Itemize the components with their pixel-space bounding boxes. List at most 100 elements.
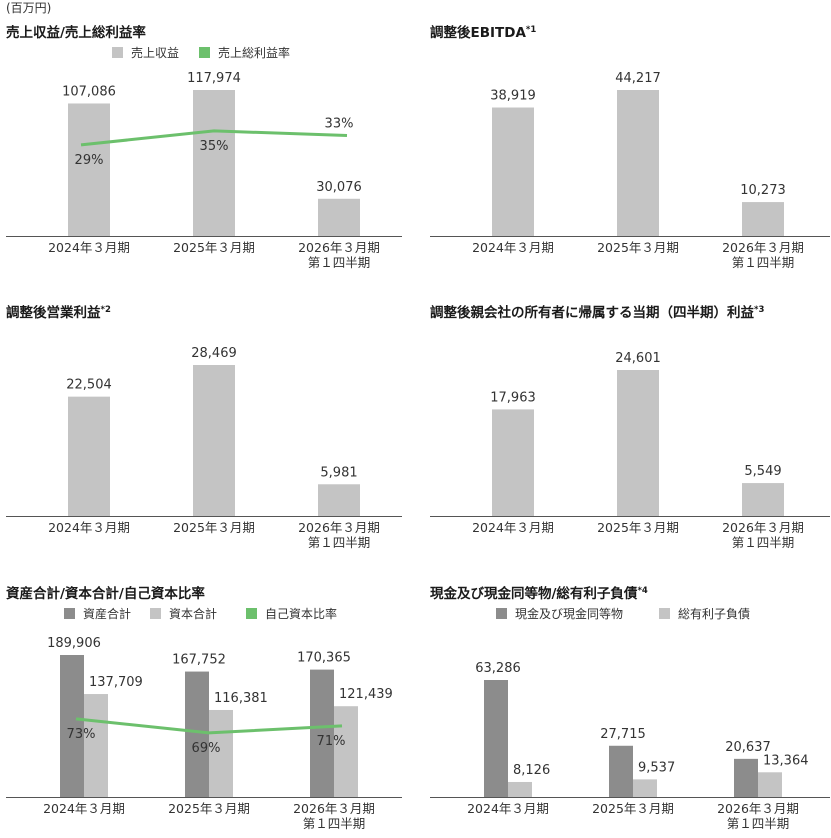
- x-tick-label: 2026年３月期: [722, 520, 804, 535]
- bar: [492, 107, 534, 236]
- bar: [742, 483, 784, 516]
- value-label: 30,076: [316, 180, 362, 195]
- value-label: 24,601: [615, 351, 661, 366]
- legend-swatch: [64, 608, 75, 619]
- chart-2: 調整後EBITDA*1 38,919 44,217 10,273 2024年３月期 202…: [430, 24, 830, 270]
- bar: [633, 779, 657, 797]
- value-label: 28,469: [191, 346, 237, 361]
- bar: [318, 484, 360, 516]
- chart-3: 調整後営業利益*2 22,504 28,469 5,981 2024年３月期 2025年３…: [6, 304, 402, 550]
- value-label: 5,981: [320, 465, 357, 480]
- x-tick-label: 第１四半期: [308, 535, 371, 550]
- value-label: 107,086: [62, 84, 116, 99]
- chart-title: 調整後親会社の所有者に帰属する当期（四半期）利益*3: [430, 304, 764, 321]
- x-tick-label: 2024年３月期: [472, 520, 554, 535]
- legend-label: 売上収益: [131, 45, 179, 60]
- chart-title: 資産合計/資本合計/自己資本比率: [6, 585, 205, 602]
- value-label: 116,381: [214, 691, 268, 706]
- value-label: 38,919: [490, 88, 536, 103]
- value-label: 44,217: [615, 71, 661, 86]
- x-tick-label: 第１四半期: [732, 255, 795, 270]
- bar: [193, 365, 235, 516]
- value-label: 13,364: [763, 753, 809, 768]
- value-label: 27,715: [600, 727, 646, 742]
- x-tick-label: 2026年３月期: [298, 240, 380, 255]
- legend-label: 売上総利益率: [218, 45, 290, 60]
- bar: [193, 90, 235, 236]
- value-label: 10,273: [740, 183, 786, 198]
- x-tick-label: 2024年３月期: [48, 240, 130, 255]
- value-label: 117,974: [187, 71, 241, 86]
- value-label: 8,126: [513, 763, 550, 778]
- x-tick-label: 2025年３月期: [173, 520, 255, 535]
- legend-label: 総有利子負債: [678, 606, 750, 621]
- bar: [334, 706, 358, 797]
- x-tick-label: 2024年３月期: [43, 801, 125, 816]
- title-footnote-mark: *4: [637, 586, 647, 596]
- ratio-label: 73%: [67, 727, 96, 742]
- ratio-line: [80, 129, 348, 147]
- legend-swatch: [199, 47, 210, 58]
- x-tick-label: 2025年３月期: [168, 801, 250, 816]
- x-tick-label: 2025年３月期: [592, 801, 674, 816]
- x-tick-label: 2026年３月期: [298, 520, 380, 535]
- legend-swatch: [246, 608, 257, 619]
- value-label: 189,906: [47, 636, 101, 651]
- bar: [484, 680, 508, 797]
- x-tick-label: 2026年３月期: [717, 801, 799, 816]
- bar: [84, 694, 108, 797]
- x-tick-label: 2025年３月期: [173, 240, 255, 255]
- ratio-line: [75, 717, 343, 735]
- x-tick-label: 2026年３月期: [722, 240, 804, 255]
- bar: [185, 671, 209, 797]
- value-label: 9,537: [638, 760, 675, 775]
- legend-swatch: [496, 608, 507, 619]
- bar: [758, 772, 782, 797]
- chart-title: 現金及び現金同等物/総有利子負債*4: [430, 585, 648, 602]
- legend-swatch: [659, 608, 670, 619]
- bar: [617, 370, 659, 516]
- ratio-label: 69%: [192, 741, 221, 756]
- title-footnote-mark: *1: [526, 25, 536, 35]
- value-label: 20,637: [725, 740, 771, 755]
- value-label: 170,365: [297, 651, 351, 666]
- bar: [209, 709, 233, 797]
- x-tick-label: 2024年３月期: [472, 240, 554, 255]
- chart-title: 調整後EBITDA*1: [430, 24, 536, 41]
- chart-title: 売上収益/売上総利益率: [6, 24, 146, 41]
- value-label: 5,549: [744, 464, 781, 479]
- x-tick-label: 第１四半期: [727, 816, 790, 831]
- title-footnote-mark: *3: [754, 305, 764, 315]
- bar: [310, 669, 334, 797]
- bar: [742, 202, 784, 236]
- x-tick-label: 2025年３月期: [597, 240, 679, 255]
- bar: [68, 396, 110, 516]
- ratio-label: 29%: [75, 153, 104, 168]
- value-label: 167,752: [172, 653, 226, 668]
- legend-label: 現金及び現金同等物: [515, 606, 623, 621]
- x-tick-label: 第１四半期: [303, 816, 366, 831]
- legend-swatch: [112, 47, 123, 58]
- ratio-label: 35%: [200, 139, 229, 154]
- legend-label: 自己資本比率: [265, 606, 337, 621]
- x-tick-label: 2026年３月期: [293, 801, 375, 816]
- ratio-label: 71%: [317, 734, 346, 749]
- bar: [609, 745, 633, 797]
- ratio-label: 33%: [325, 117, 354, 132]
- bar: [60, 655, 84, 797]
- chart-title: 調整後営業利益*2: [6, 304, 111, 321]
- x-tick-label: 第１四半期: [308, 255, 371, 270]
- legend-label: 資産合計: [83, 606, 131, 621]
- bar: [492, 409, 534, 516]
- x-tick-label: 第１四半期: [732, 535, 795, 550]
- legend-label: 資本合計: [169, 606, 217, 621]
- x-tick-label: 2024年３月期: [48, 520, 130, 535]
- title-footnote-mark: *2: [101, 305, 111, 315]
- x-tick-label: 2024年３月期: [467, 801, 549, 816]
- value-label: 63,286: [475, 661, 521, 676]
- unit-label: (百万円): [6, 1, 51, 15]
